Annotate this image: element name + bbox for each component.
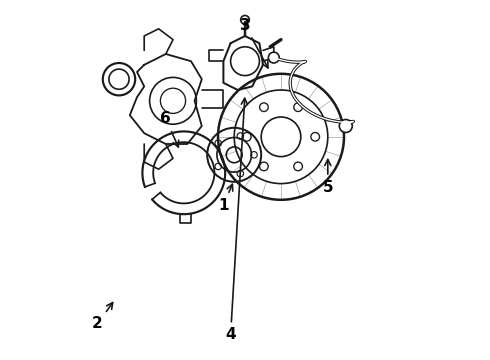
- Text: 3: 3: [240, 18, 268, 68]
- Text: 1: 1: [218, 184, 233, 213]
- Text: 2: 2: [92, 302, 113, 332]
- Text: 6: 6: [160, 111, 179, 147]
- Text: 4: 4: [225, 98, 247, 342]
- Circle shape: [339, 120, 352, 132]
- Text: 5: 5: [322, 159, 333, 195]
- Circle shape: [269, 52, 279, 63]
